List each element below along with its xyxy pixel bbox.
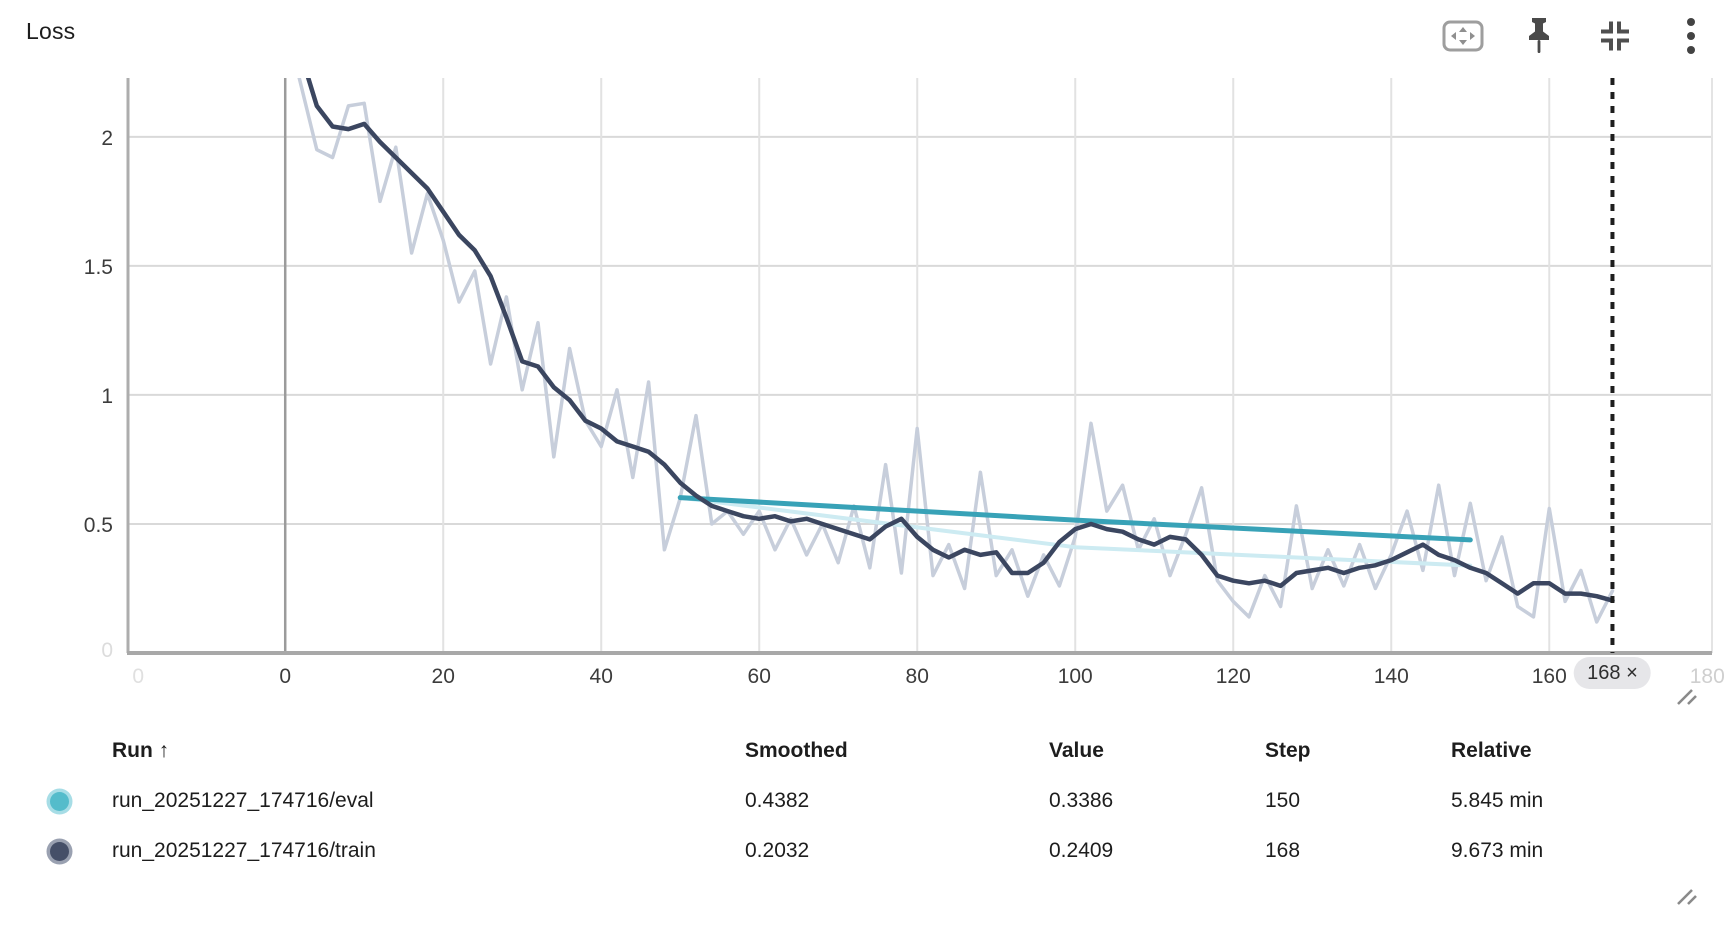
collapse-button[interactable] [1592, 12, 1638, 60]
panel-toolbar [1440, 12, 1714, 60]
x-tick-label: 140 [1374, 665, 1409, 688]
x-tick-label: 120 [1216, 665, 1251, 688]
collapse-icon [1601, 21, 1629, 51]
pan-zoom-icon [1442, 20, 1484, 52]
panel-title: Loss [26, 18, 76, 44]
x-tick-label: 40 [590, 665, 613, 688]
series-line-eval-raw [678, 495, 1473, 568]
y-tick-label: 1 [101, 385, 113, 408]
train-value: 0.2409 [1049, 839, 1114, 862]
x-tick-label-faded: 0 [132, 665, 144, 688]
legend-dot-cell [0, 791, 112, 811]
legend-dot-cell [0, 841, 112, 861]
kebab-menu-icon [1687, 18, 1695, 54]
run-name-train[interactable]: run_20251227_174716/train [112, 839, 376, 862]
x-tick-label: 0 [279, 665, 291, 688]
run-color-dot-train[interactable] [50, 841, 69, 861]
eval-value: 0.3386 [1049, 789, 1114, 812]
train-smoothed-value: 0.2032 [745, 839, 810, 862]
legend-row-train: run_20251227_174716/train 0.2032 0.2409 … [0, 826, 1736, 876]
legend-header-run[interactable]: Run ↑ [112, 739, 170, 762]
y-tick-label: 1.5 [84, 256, 113, 279]
x-tick-label: 60 [748, 665, 771, 688]
pin-button[interactable] [1516, 12, 1562, 60]
y-tick-label-faded: 0 [101, 639, 113, 662]
x-tick-label: 100 [1058, 665, 1093, 688]
step-marker-badge[interactable]: 168 × [1574, 657, 1651, 689]
legend-table: Run ↑ Smoothed Value Step Relative run_2… [0, 726, 1736, 876]
y-tick-label: 2 [101, 127, 113, 150]
x-tick-label-faded: 180 [1690, 665, 1725, 688]
legend-header-relative: Relative [1451, 739, 1532, 762]
run-color-dot-eval[interactable] [50, 791, 69, 811]
series-line-eval-smoothed [677, 495, 1473, 543]
x-tick-label: 20 [432, 665, 455, 688]
eval-step: 150 [1265, 789, 1301, 812]
panel-resize-handle[interactable] [1676, 888, 1702, 906]
eval-smoothed-value: 0.4382 [745, 789, 810, 812]
legend-header-smoothed: Smoothed [745, 739, 848, 762]
overflow-menu-button[interactable] [1668, 12, 1714, 60]
legend-row-eval: run_20251227_174716/eval 0.4382 0.3386 1… [0, 776, 1736, 826]
train-relative: 9.673 min [1451, 839, 1544, 862]
series-line-train-smoothed [305, 78, 1615, 603]
series-line-train-raw [297, 78, 1615, 624]
y-tick-label: 0.5 [84, 514, 113, 537]
train-step: 168 [1265, 839, 1301, 862]
x-tick-label: 160 [1532, 665, 1567, 688]
run-name-eval[interactable]: run_20251227_174716/eval [112, 789, 374, 812]
chart-resize-handle[interactable] [1676, 688, 1702, 706]
pan-zoom-button[interactable] [1440, 12, 1486, 60]
legend-header-value: Value [1049, 739, 1104, 762]
loss-chart[interactable]: 0 20 40 60 80 100 120 140 160 0 180 2 1.5 1 0.5 0 [0, 0, 1736, 715]
pin-icon [1529, 18, 1549, 53]
legend-header-row: Run ↑ Smoothed Value Step Relative [0, 726, 1736, 776]
legend-header-step: Step [1265, 739, 1311, 762]
x-tick-label: 80 [906, 665, 929, 688]
eval-relative: 5.845 min [1451, 789, 1544, 812]
